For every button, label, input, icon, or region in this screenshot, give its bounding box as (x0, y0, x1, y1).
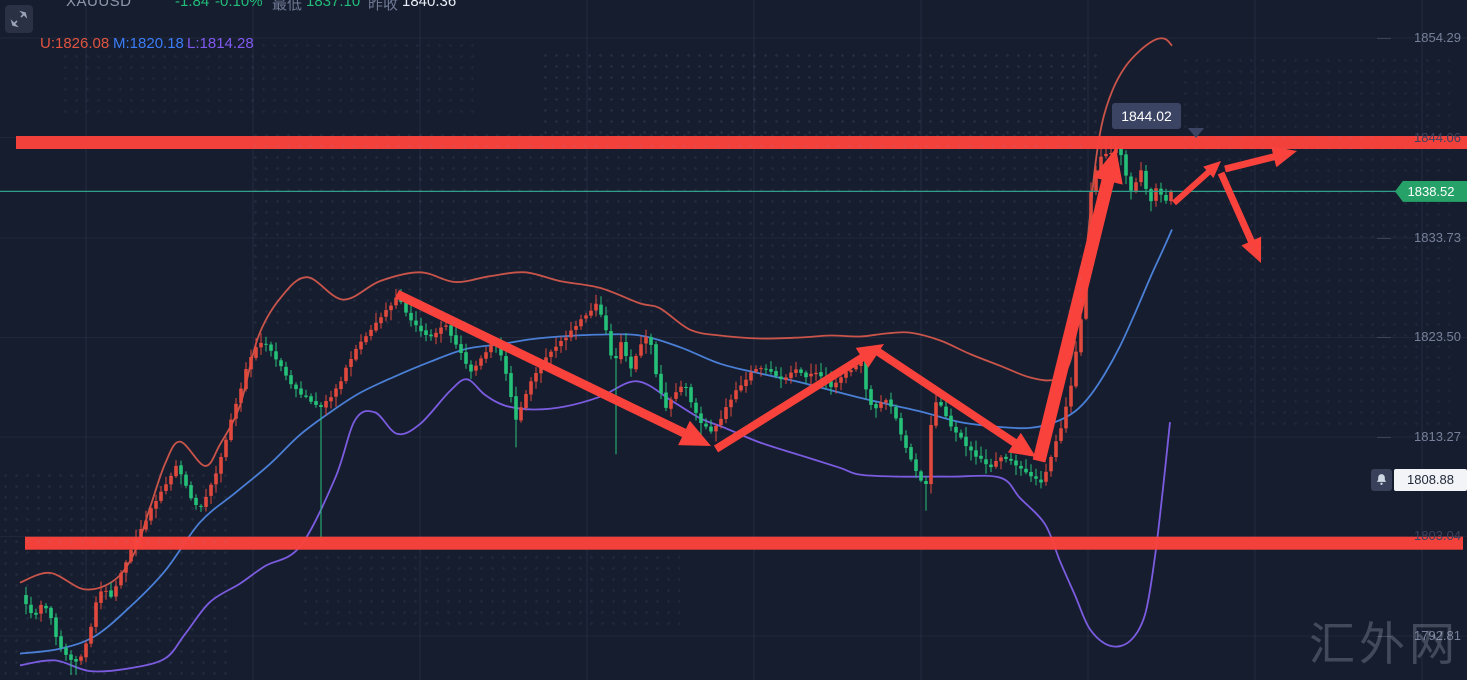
axis-tick (1377, 436, 1391, 438)
price-change-percent: -0.10% (215, 0, 263, 10)
peak-price-tooltip: 1844.02 (1112, 103, 1181, 129)
axis-tick (1377, 237, 1391, 239)
symbol-label: XAUUSD (66, 0, 132, 10)
bell-icon (1376, 474, 1387, 486)
price-change: -1.84 (175, 0, 210, 10)
current-price-tag: 1838.52 (1395, 180, 1467, 202)
peak-price-tooltip-pointer (1188, 128, 1204, 138)
axis-tick (1377, 337, 1391, 339)
alert-price-badge[interactable]: 1808.88 (1394, 468, 1467, 491)
low-value: 1837.10 (306, 0, 361, 10)
prev-close-label: 昨收 (368, 0, 399, 13)
boll-lower-value: L:1814.28 (187, 35, 254, 52)
axis-tick (1377, 38, 1391, 39)
low-label: 最低 (272, 0, 303, 13)
collapse-chart-button[interactable] (5, 5, 33, 33)
alert-bell-button[interactable] (1371, 468, 1392, 491)
collapse-arrows-icon (10, 10, 28, 28)
axis-tick (1377, 636, 1391, 637)
boll-upper-value: U:1826.08 (40, 35, 110, 52)
prev-close-value: 1840.36 (402, 0, 457, 10)
boll-middle-value: M:1820.18 (113, 35, 184, 52)
